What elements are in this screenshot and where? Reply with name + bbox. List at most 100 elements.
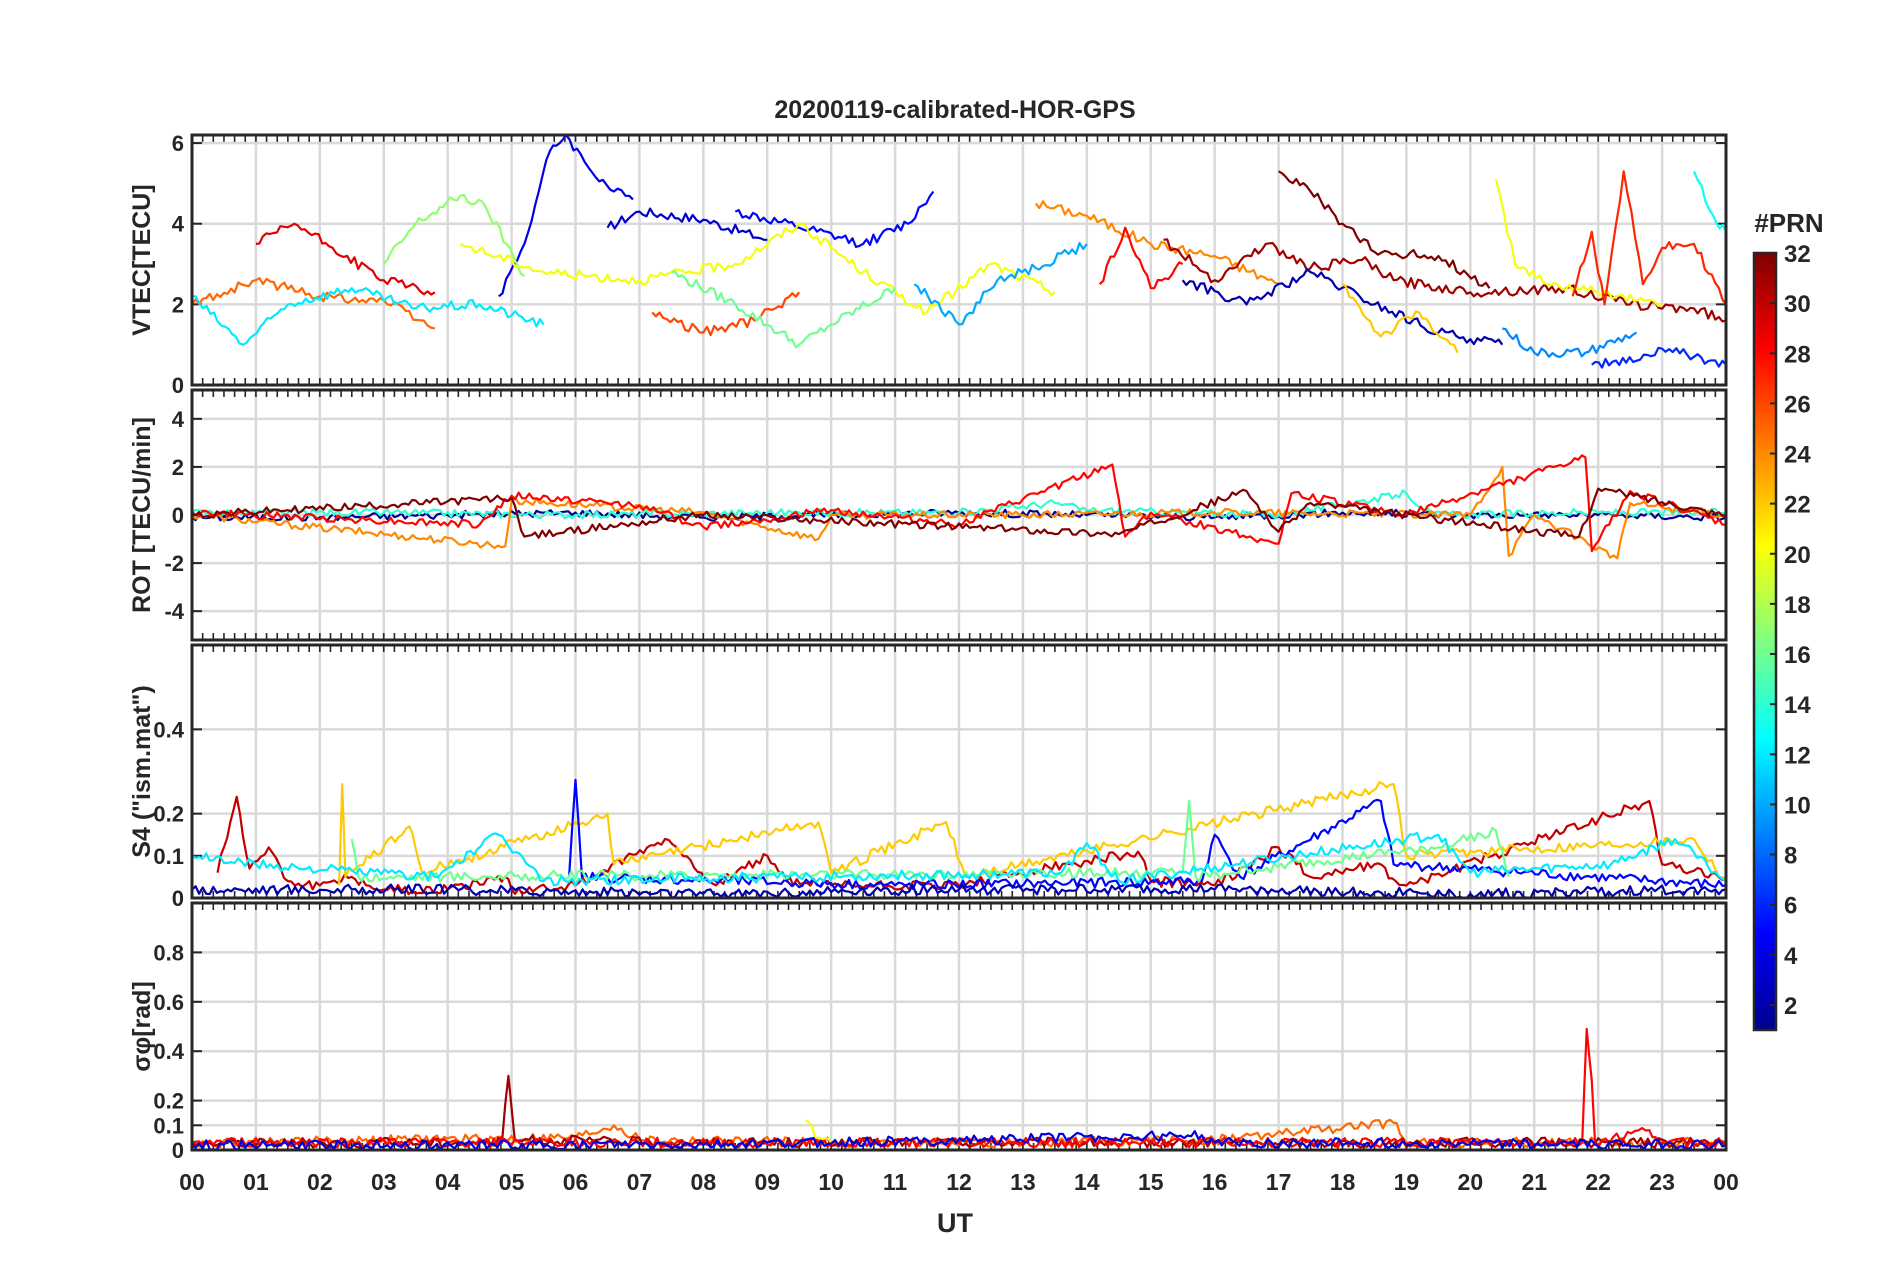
series-line-prn-32 bbox=[192, 487, 1726, 539]
x-tick-label: 14 bbox=[1074, 1169, 1100, 1195]
x-axis-label: UT bbox=[937, 1208, 973, 1238]
x-tick-label: 00 bbox=[179, 1169, 205, 1195]
y-tick-label: 0 bbox=[172, 886, 184, 911]
series-line-prn-2 bbox=[1181, 268, 1504, 346]
colorbar-tick-label: 8 bbox=[1784, 843, 1797, 870]
x-tick-label: 19 bbox=[1394, 1169, 1420, 1195]
x-tick-label: 16 bbox=[1202, 1169, 1228, 1195]
y-tick-label: 0.2 bbox=[153, 1089, 184, 1114]
y-tick-label: 0.8 bbox=[153, 940, 184, 965]
x-tick-label: 11 bbox=[883, 1169, 908, 1195]
colorbar-tick-label: 2 bbox=[1784, 993, 1797, 1020]
y-axis-label-s4: S4 ("ism.mat") bbox=[128, 685, 156, 857]
series-line-prn-24 bbox=[192, 465, 1726, 560]
colorbar-tick-label: 28 bbox=[1784, 341, 1811, 368]
y-tick-label: 0.1 bbox=[153, 1113, 184, 1138]
y-tick-label: 0.2 bbox=[153, 802, 184, 827]
colorbar-tick-label: 32 bbox=[1784, 241, 1811, 268]
y-tick-label: 0 bbox=[172, 1138, 184, 1163]
series-line-prn-27 bbox=[1571, 170, 1726, 306]
y-tick-label: 0.1 bbox=[153, 844, 184, 869]
colorbar-title: #PRN bbox=[1754, 208, 1823, 238]
x-tick-label: 21 bbox=[1521, 1169, 1547, 1195]
colorbar-tick-label: 6 bbox=[1784, 893, 1797, 920]
series-line-prn-20 bbox=[459, 222, 1056, 316]
series-line-prn-22 bbox=[337, 781, 1726, 886]
series-group bbox=[192, 778, 1726, 898]
x-tick-label: 20 bbox=[1458, 1169, 1484, 1195]
y-tick-label: 0.6 bbox=[153, 990, 184, 1015]
colorbar-tick-label: 12 bbox=[1784, 742, 1811, 769]
x-tick-label: 05 bbox=[499, 1169, 525, 1195]
series-line-prn-4 bbox=[192, 1130, 1726, 1150]
series-group bbox=[192, 454, 1726, 560]
series-line-prn-17 bbox=[382, 194, 526, 278]
y-tick-label: 2 bbox=[172, 455, 184, 480]
x-tick-label: 09 bbox=[754, 1169, 780, 1195]
y-tick-label: -2 bbox=[164, 551, 184, 576]
x-tick-label: 06 bbox=[563, 1169, 589, 1195]
panel-vtec: 0 2 4 6 VTEC[TECU] bbox=[128, 131, 1728, 398]
colorbar-tick-label: 16 bbox=[1784, 642, 1811, 669]
series-line-prn-9 bbox=[1502, 327, 1638, 358]
series-line-prn-30 bbox=[216, 795, 1726, 896]
x-tick-label: 04 bbox=[435, 1169, 461, 1195]
series-line-prn-5 bbox=[734, 190, 935, 248]
series-line-prn-16 bbox=[671, 270, 896, 349]
colorbar-tick-label: 26 bbox=[1784, 391, 1811, 418]
y-tick-label: 2 bbox=[172, 292, 184, 317]
x-tick-label: 13 bbox=[1010, 1169, 1036, 1195]
series-line-prn-20 bbox=[1494, 179, 1663, 307]
x-tick-label: 12 bbox=[946, 1169, 972, 1195]
x-tick-label: 07 bbox=[627, 1169, 653, 1195]
x-tick-label: 08 bbox=[691, 1169, 717, 1195]
series-group bbox=[192, 1027, 1726, 1150]
chart-title: 20200119-calibrated-HOR-GPS bbox=[774, 96, 1135, 124]
series-line-prn-2 bbox=[192, 883, 1726, 898]
series-line-prn-10 bbox=[913, 242, 1088, 326]
series-line-prn-29 bbox=[255, 222, 436, 296]
panel-s4: 0 0.1 0.2 0.4S4 ("ism.mat") bbox=[128, 643, 1728, 911]
colorbar-tick-label: 10 bbox=[1784, 792, 1811, 819]
x-tick-label: 02 bbox=[307, 1169, 333, 1195]
y-tick-label: 0 bbox=[172, 373, 184, 398]
y-tick-label: 4 bbox=[172, 407, 185, 432]
panel-frame bbox=[190, 388, 1728, 642]
x-tick-labels: 00 01 02 03 04 05 06 07 08 09 10 11 12 13 14 15 16 17 18 19… bbox=[179, 1169, 1739, 1195]
series-line-prn-22 bbox=[1341, 283, 1459, 354]
colorbar-tick-label: 14 bbox=[1784, 692, 1811, 719]
series-line-prn-5 bbox=[568, 778, 1726, 891]
x-tick-label: 23 bbox=[1649, 1169, 1675, 1195]
x-tick-label: 00 bbox=[1713, 1169, 1739, 1195]
colorbar-tick-label: 30 bbox=[1784, 291, 1811, 318]
x-tick-label: 18 bbox=[1330, 1169, 1356, 1195]
y-tick-label: 0.4 bbox=[153, 1039, 184, 1064]
colorbar-tick-label: 20 bbox=[1784, 542, 1811, 569]
series-line-prn-3 bbox=[606, 207, 768, 241]
panel-frame bbox=[190, 133, 1728, 387]
colorbar-tick-label: 22 bbox=[1784, 492, 1811, 519]
series-line-prn-26 bbox=[651, 291, 801, 337]
x-tick-label: 22 bbox=[1585, 1169, 1611, 1195]
series-line-prn-12 bbox=[192, 287, 545, 346]
y-tick-label: 0.4 bbox=[153, 717, 184, 742]
colorbar-tick-label: 4 bbox=[1784, 943, 1798, 970]
panel-rot: -4 -2 0 2 4 ROT [TECU/min] bbox=[128, 388, 1728, 642]
x-tick-label: 10 bbox=[818, 1169, 844, 1195]
colorbar-tick-label: 24 bbox=[1784, 442, 1811, 469]
x-tick-label: 03 bbox=[371, 1169, 397, 1195]
x-tick-label: 17 bbox=[1266, 1169, 1292, 1195]
panel-sigma_phi: 00.10.2 0.4 0.6 0.8 σφ[rad] bbox=[128, 901, 1728, 1163]
series-line-prn-16 bbox=[350, 799, 1510, 883]
x-tick-label: 01 bbox=[243, 1169, 269, 1195]
series-group bbox=[192, 135, 1726, 369]
y-axis-label-sigma_phi: σφ[rad] bbox=[128, 981, 156, 1072]
panel-frame bbox=[190, 643, 1728, 900]
x-tick-label: 15 bbox=[1138, 1169, 1164, 1195]
series-line-prn-31 bbox=[1163, 238, 1726, 323]
y-axis-label-vtec: VTEC[TECU] bbox=[128, 184, 156, 335]
y-tick-label: 4 bbox=[172, 212, 185, 237]
colorbar-tick-label: 18 bbox=[1784, 592, 1811, 619]
